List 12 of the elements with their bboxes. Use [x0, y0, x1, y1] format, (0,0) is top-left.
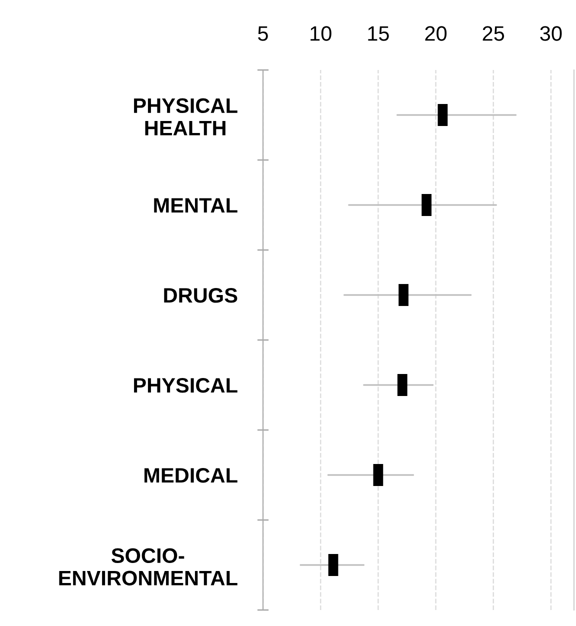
x-tick-label: 5	[258, 26, 268, 41]
y-tick-label: PHYSICAL HEALTH	[134, 98, 238, 136]
y-tick-label: SOCIO- ENVIRONMENTAL	[59, 548, 238, 586]
y-tick-label: MEDICAL	[144, 468, 238, 483]
x-tick-label: 20	[425, 26, 447, 41]
y-tick-label: MENTAL	[154, 198, 238, 213]
y-tick-label: PHYSICAL	[134, 378, 238, 393]
x-tick-label: 10	[310, 26, 332, 41]
y-tick-label: DRUGS	[164, 288, 238, 303]
x-tick-label: 25	[482, 26, 504, 41]
x-tick-label: 30	[540, 26, 562, 41]
x-tick-label: 15	[368, 26, 389, 41]
